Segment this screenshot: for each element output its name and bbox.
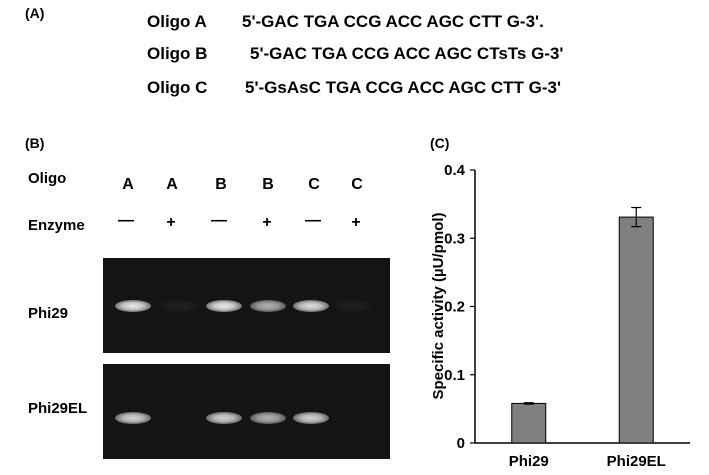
gel-band — [115, 300, 151, 312]
gel-band — [293, 412, 329, 424]
chart-axes — [474, 170, 690, 444]
oligo-c-sequence: 5'-GsAsC TGA CCG ACC AGC CTT G-3' — [245, 78, 561, 97]
oligo-b-name: Oligo B — [147, 44, 208, 63]
lane-label: C — [308, 176, 320, 193]
chart-bars — [511, 206, 654, 444]
panel-b-label: (B) — [25, 135, 45, 151]
y-tick-label: 0.2 — [444, 299, 465, 316]
gel-band — [335, 300, 371, 312]
y-tick-label: 0.1 — [444, 367, 465, 384]
y-tick-label: 0.4 — [444, 162, 466, 179]
lane-label: B — [215, 176, 227, 193]
enzyme-row-label: Enzyme — [28, 217, 85, 234]
y-tick-label: 0.3 — [444, 230, 465, 247]
gel-phi29-label: Phi29 — [28, 305, 69, 322]
gel-band — [206, 412, 242, 424]
x-tick-label: Phi29 — [509, 453, 549, 470]
bar — [618, 216, 654, 444]
y-axis-label: Specific activity (µU/pmol) — [430, 212, 447, 399]
enzyme-sign: — — [305, 212, 321, 229]
lane-label: C — [351, 176, 363, 193]
gel-band — [250, 300, 286, 312]
enzyme-sign: — — [211, 212, 227, 229]
oligo-b-sequence: 5'-GAC TGA CCG ACC AGC CTsTs G-3' — [250, 44, 564, 63]
panel-a-label: (A) — [25, 5, 45, 21]
oligo-c-name: Oligo C — [147, 78, 208, 97]
oligo-row-label: Oligo — [28, 170, 67, 187]
panel-c-label: (C) — [430, 135, 450, 151]
oligo-a-sequence: 5'-GAC TGA CCG ACC AGC CTT G-3'. — [242, 12, 544, 31]
x-tick-label: Phi29EL — [607, 453, 666, 470]
enzyme-sign: — — [118, 212, 134, 229]
enzyme-sign: + — [262, 214, 272, 231]
lane-label: B — [262, 176, 274, 193]
y-tick-label: 0 — [457, 435, 465, 452]
chart-ticks: 0 0.1 0.2 0.3 0.4 Phi29 Phi29EL — [444, 162, 666, 470]
gel-phi29el-label: Phi29EL — [28, 400, 88, 417]
lane-label: A — [166, 176, 178, 193]
gel-band — [293, 300, 329, 312]
oligo-a-name: Oligo A — [147, 12, 207, 31]
gel-band — [250, 412, 286, 424]
bar — [511, 402, 547, 444]
gel-image-phi29el — [103, 364, 390, 459]
gel-band — [206, 300, 242, 312]
enzyme-sign: + — [351, 214, 361, 231]
lane-label: A — [122, 176, 134, 193]
gel-image-phi29 — [103, 258, 390, 353]
gel-band — [161, 300, 197, 312]
gel-band — [115, 412, 151, 424]
enzyme-sign: + — [166, 214, 176, 231]
